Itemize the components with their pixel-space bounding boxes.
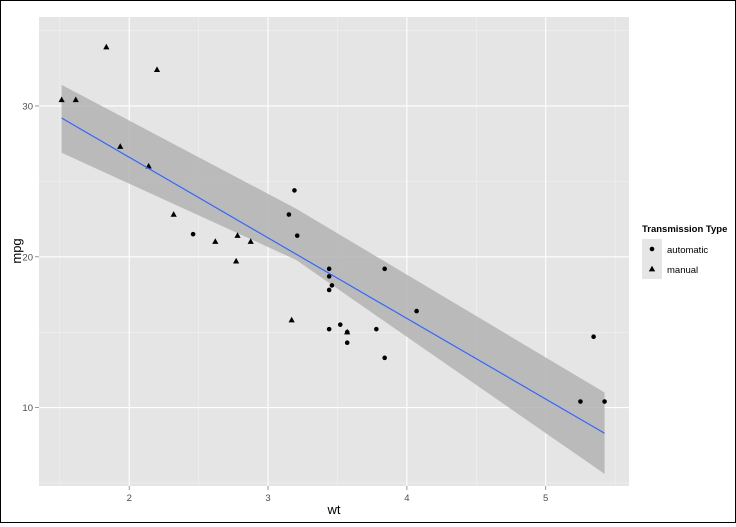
point-automatic bbox=[329, 283, 335, 288]
point-automatic bbox=[292, 188, 297, 193]
legend-circle-icon bbox=[649, 246, 655, 252]
point-manual bbox=[117, 143, 124, 149]
point-automatic bbox=[382, 266, 387, 272]
point-manual bbox=[234, 232, 241, 238]
x-tick-label: 5 bbox=[543, 493, 548, 504]
y-axis-label: mpg bbox=[9, 238, 24, 263]
confidence-band-layer bbox=[61, 84, 605, 474]
point-manual bbox=[153, 66, 161, 72]
y-tick-label: 10 bbox=[22, 403, 33, 414]
point-manual bbox=[212, 238, 219, 244]
point-manual bbox=[103, 43, 110, 50]
point-automatic bbox=[294, 233, 300, 238]
point-automatic bbox=[382, 355, 387, 361]
x-tick-label: 4 bbox=[404, 493, 409, 504]
x-tick-label: 3 bbox=[265, 493, 270, 504]
regression-line bbox=[61, 117, 605, 434]
point-automatic bbox=[326, 274, 332, 279]
x-tick-label: 2 bbox=[127, 493, 132, 504]
confidence-band bbox=[61, 84, 605, 474]
point-automatic bbox=[326, 326, 332, 332]
axis-ticks: 2 3 4 5 10 20 30 bbox=[22, 101, 548, 504]
point-automatic bbox=[374, 326, 379, 332]
point-automatic bbox=[578, 399, 583, 404]
x-axis-label: wt bbox=[327, 502, 341, 517]
point-manual bbox=[170, 211, 177, 217]
point-automatic bbox=[337, 322, 343, 327]
point-automatic bbox=[326, 287, 332, 293]
point-automatic bbox=[344, 340, 350, 346]
point-automatic bbox=[602, 399, 607, 404]
point-manual bbox=[72, 96, 79, 103]
fit-line-layer bbox=[61, 117, 605, 434]
legend-label-manual: manual bbox=[667, 265, 698, 276]
point-manual bbox=[58, 96, 65, 103]
point-automatic bbox=[190, 231, 196, 237]
point-automatic bbox=[286, 212, 292, 217]
legend-label-automatic: automatic bbox=[667, 245, 708, 256]
legend: Transmission Type automatic manual bbox=[642, 224, 727, 279]
y-tick-label: 20 bbox=[22, 252, 33, 263]
point-manual bbox=[344, 328, 351, 335]
point-automatic bbox=[326, 266, 332, 272]
point-manual bbox=[233, 257, 240, 264]
point-manual bbox=[247, 238, 254, 244]
y-tick-label: 30 bbox=[22, 101, 33, 112]
point-automatic bbox=[414, 308, 419, 314]
legend-title: Transmission Type bbox=[642, 224, 727, 235]
point-manual bbox=[288, 316, 295, 323]
legend-triangle-icon bbox=[648, 265, 656, 272]
point-automatic bbox=[591, 334, 596, 340]
points-layer bbox=[58, 43, 607, 404]
